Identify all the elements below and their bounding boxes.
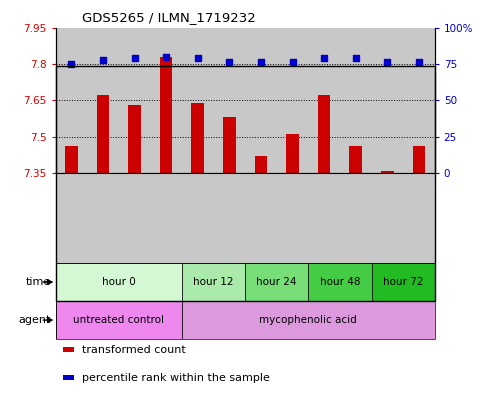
Bar [213, 28, 245, 173]
Bar [245, 263, 308, 301]
Bar [56, 263, 182, 301]
Bar [223, 117, 236, 173]
Bar [119, 28, 150, 173]
Bar [245, 173, 277, 263]
Point [289, 59, 297, 66]
Point [384, 59, 391, 66]
Point [415, 59, 423, 66]
Point [162, 53, 170, 60]
Text: time: time [26, 277, 51, 287]
Bar [318, 95, 330, 173]
Bar [63, 347, 74, 352]
Bar [119, 173, 150, 263]
Bar [403, 173, 435, 263]
Text: hour 24: hour 24 [256, 277, 297, 287]
Point [99, 56, 107, 62]
Bar [412, 146, 425, 173]
Text: agent: agent [18, 315, 51, 325]
Bar [182, 28, 213, 173]
Text: hour 12: hour 12 [193, 277, 234, 287]
Bar [245, 28, 277, 173]
Bar [371, 263, 435, 301]
Bar [65, 146, 78, 173]
Point [226, 59, 233, 66]
Text: hour 0: hour 0 [102, 277, 136, 287]
Bar [128, 105, 141, 173]
Bar [87, 173, 119, 263]
Bar [63, 375, 74, 380]
Bar [381, 171, 394, 173]
Bar [340, 173, 371, 263]
Text: hour 48: hour 48 [320, 277, 360, 287]
Text: hour 72: hour 72 [383, 277, 424, 287]
Bar [277, 173, 308, 263]
Bar [97, 95, 109, 173]
Bar [308, 263, 371, 301]
Bar [371, 28, 403, 173]
Text: untreated control: untreated control [73, 315, 164, 325]
Bar [308, 173, 340, 263]
Point [194, 55, 201, 61]
Bar [56, 301, 182, 339]
Bar [371, 173, 403, 263]
Text: percentile rank within the sample: percentile rank within the sample [82, 373, 270, 383]
Bar [87, 28, 119, 173]
Text: mycophenolic acid: mycophenolic acid [259, 315, 357, 325]
Text: GDS5265 / ILMN_1719232: GDS5265 / ILMN_1719232 [82, 11, 256, 24]
Point [68, 61, 75, 67]
Bar [150, 173, 182, 263]
Bar [403, 28, 435, 173]
Bar [182, 173, 213, 263]
Bar [340, 28, 371, 173]
Point [320, 55, 328, 61]
Bar [182, 263, 245, 301]
Bar [349, 146, 362, 173]
Bar [56, 173, 87, 263]
Text: transformed count: transformed count [82, 345, 186, 355]
Point [131, 55, 139, 61]
Bar [286, 134, 299, 173]
Bar [308, 28, 340, 173]
Bar [255, 156, 267, 173]
Bar [150, 28, 182, 173]
Bar [277, 28, 308, 173]
Bar [182, 301, 435, 339]
Point [257, 59, 265, 66]
Bar [191, 103, 204, 173]
Bar [56, 28, 87, 173]
Bar [213, 173, 245, 263]
Point [352, 55, 359, 61]
Bar [160, 57, 172, 173]
